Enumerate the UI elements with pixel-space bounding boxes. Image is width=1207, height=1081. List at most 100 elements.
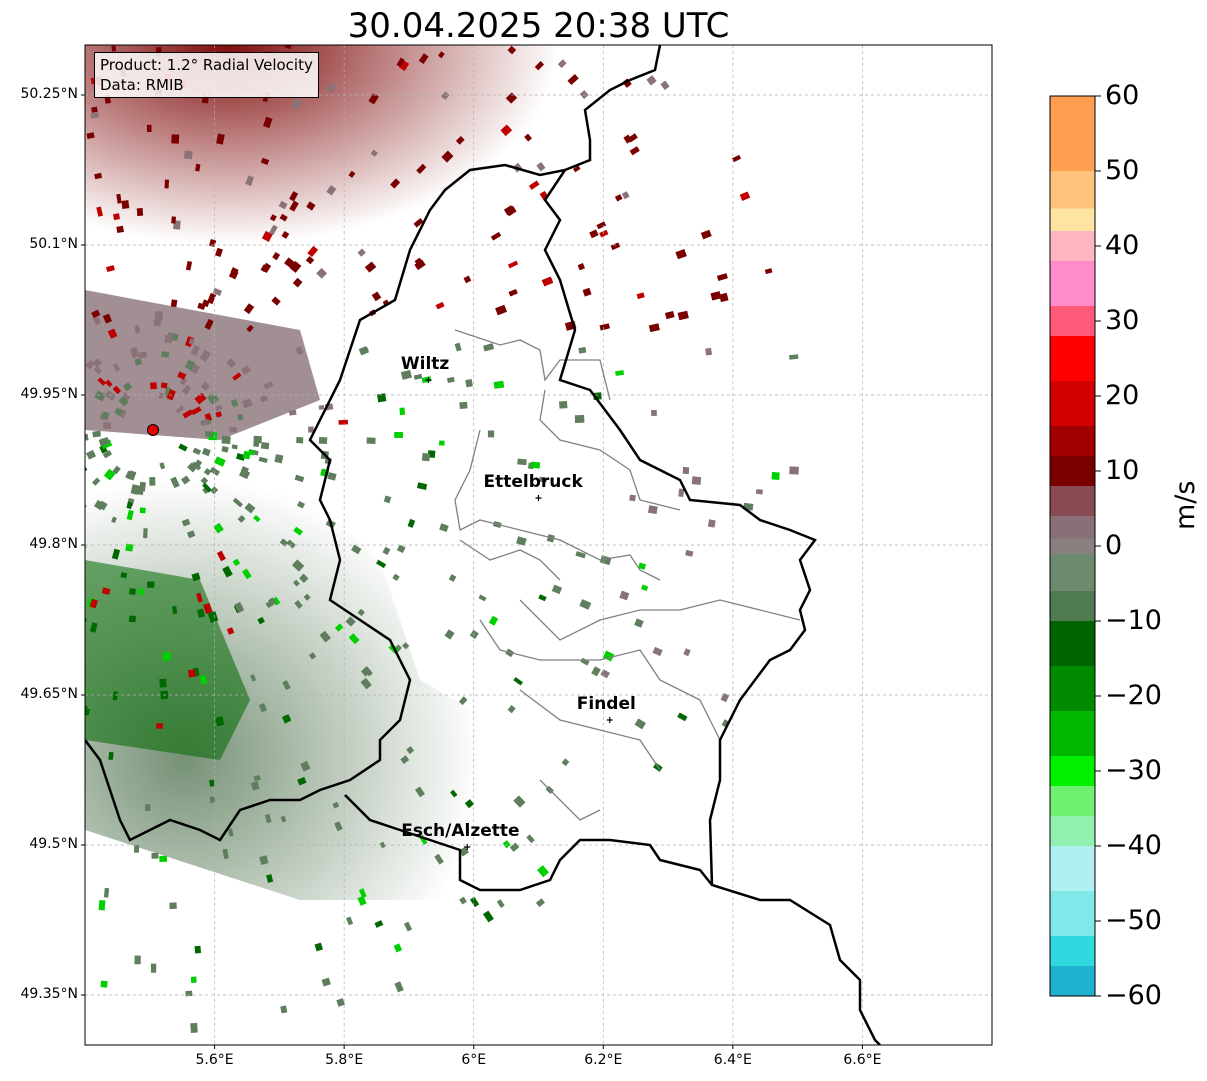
radar-gate [434, 853, 444, 865]
radar-gate [368, 93, 379, 105]
radar-gate [574, 414, 585, 423]
radar-gate [358, 346, 369, 356]
radar-gate [169, 902, 177, 910]
latitude-tick-label: 49.35°N [20, 986, 78, 1002]
radar-gate [181, 518, 191, 527]
radar-gate [116, 193, 122, 204]
radar-gate [170, 299, 178, 308]
radar-gate [108, 751, 114, 761]
radar-gate [100, 437, 109, 446]
info-box: Product: 1.2° Radial Velocity Data: RMIB [94, 52, 319, 98]
radar-gate [513, 677, 524, 686]
radar-gate [259, 855, 269, 865]
radar-gate [278, 200, 288, 210]
radar-gate [507, 45, 517, 55]
radar-gate [282, 680, 291, 691]
radar-gate [257, 616, 265, 625]
radar-gate [261, 230, 273, 242]
radar-gate [193, 459, 203, 468]
radar-gate [178, 443, 188, 452]
radar-gate [177, 371, 187, 380]
radar-gate [147, 581, 155, 588]
radar-gate [600, 669, 611, 679]
radar-gate [201, 447, 211, 457]
radar-gate [214, 456, 226, 467]
radar-gate [216, 133, 225, 145]
radar-gate [294, 600, 303, 609]
radar-gate [691, 476, 702, 485]
radar-gate [85, 449, 97, 460]
radar-gate [191, 572, 201, 582]
radar-gate [196, 608, 205, 618]
radar-gate [101, 411, 110, 420]
radar-gate [621, 191, 630, 200]
radar-gate [105, 379, 113, 388]
radar-gate [196, 592, 203, 603]
radar-gate [589, 229, 599, 239]
radar-gate [490, 231, 502, 241]
radar-gate [507, 260, 519, 269]
radar-gate [221, 435, 231, 445]
radar-gate [175, 405, 185, 414]
radar-gate [85, 359, 96, 370]
radar-gate [113, 213, 121, 221]
radar-gate [122, 382, 133, 392]
radar-gate [789, 354, 799, 360]
radar-gate [103, 422, 112, 430]
radar-gate [535, 898, 545, 908]
radar-gate [258, 703, 267, 713]
colorbar-tick-label: 30 [1105, 305, 1140, 336]
radar-gate [274, 454, 284, 464]
radar-gate [458, 696, 468, 706]
radar-gate [94, 172, 103, 180]
radar-gate [634, 618, 644, 628]
radar-gate [201, 299, 210, 308]
radar-gate [364, 261, 377, 273]
radar-gate [149, 477, 156, 486]
radar-gate [652, 646, 663, 657]
radar-gate [500, 124, 513, 137]
radar-gate [120, 572, 128, 579]
colorbar-tick-label: 10 [1105, 455, 1140, 486]
radar-gate [215, 411, 222, 418]
city-marker [464, 844, 471, 850]
radar-gate [534, 61, 545, 71]
radar-gate [185, 990, 193, 997]
radar-gate [660, 80, 670, 91]
radar-gate [345, 616, 356, 627]
radar-gate [648, 323, 660, 333]
radar-gate [261, 262, 272, 273]
radar-gate [105, 265, 115, 272]
radar-gate [338, 419, 349, 425]
radar-gate [629, 494, 636, 502]
radar-gate [450, 789, 458, 798]
radar-gate [629, 146, 640, 156]
radar-gate [232, 372, 242, 381]
radar-gate [559, 400, 568, 409]
radar-gate [279, 213, 288, 222]
radar-gate [104, 390, 117, 401]
radar-gate [469, 896, 480, 908]
radar-gate [89, 622, 98, 633]
radar-gate [435, 301, 445, 310]
radar-gate [112, 363, 121, 372]
map-title: 30.04.2025 20:38 UTC [347, 6, 730, 46]
radar-gate [413, 217, 424, 228]
radar-gate [172, 333, 179, 342]
radar-gate [561, 758, 570, 767]
radar-gate [103, 887, 110, 898]
radar-gate [91, 106, 98, 113]
radar-gate [755, 489, 763, 495]
product-label: Product: 1.2° Radial Velocity [100, 56, 313, 74]
radar-gate [505, 92, 518, 104]
radar-gate [164, 334, 173, 344]
approaching-zone [85, 430, 580, 900]
latitude-tick-label: 49.8°N [29, 536, 78, 552]
radar-gate [396, 544, 406, 554]
radar-gate [582, 287, 592, 297]
radar-gate [116, 225, 124, 233]
radar-gate [441, 150, 454, 163]
city-marker [606, 717, 613, 723]
radar-gate [418, 53, 429, 64]
colorbar-tick-label: 40 [1105, 230, 1140, 261]
